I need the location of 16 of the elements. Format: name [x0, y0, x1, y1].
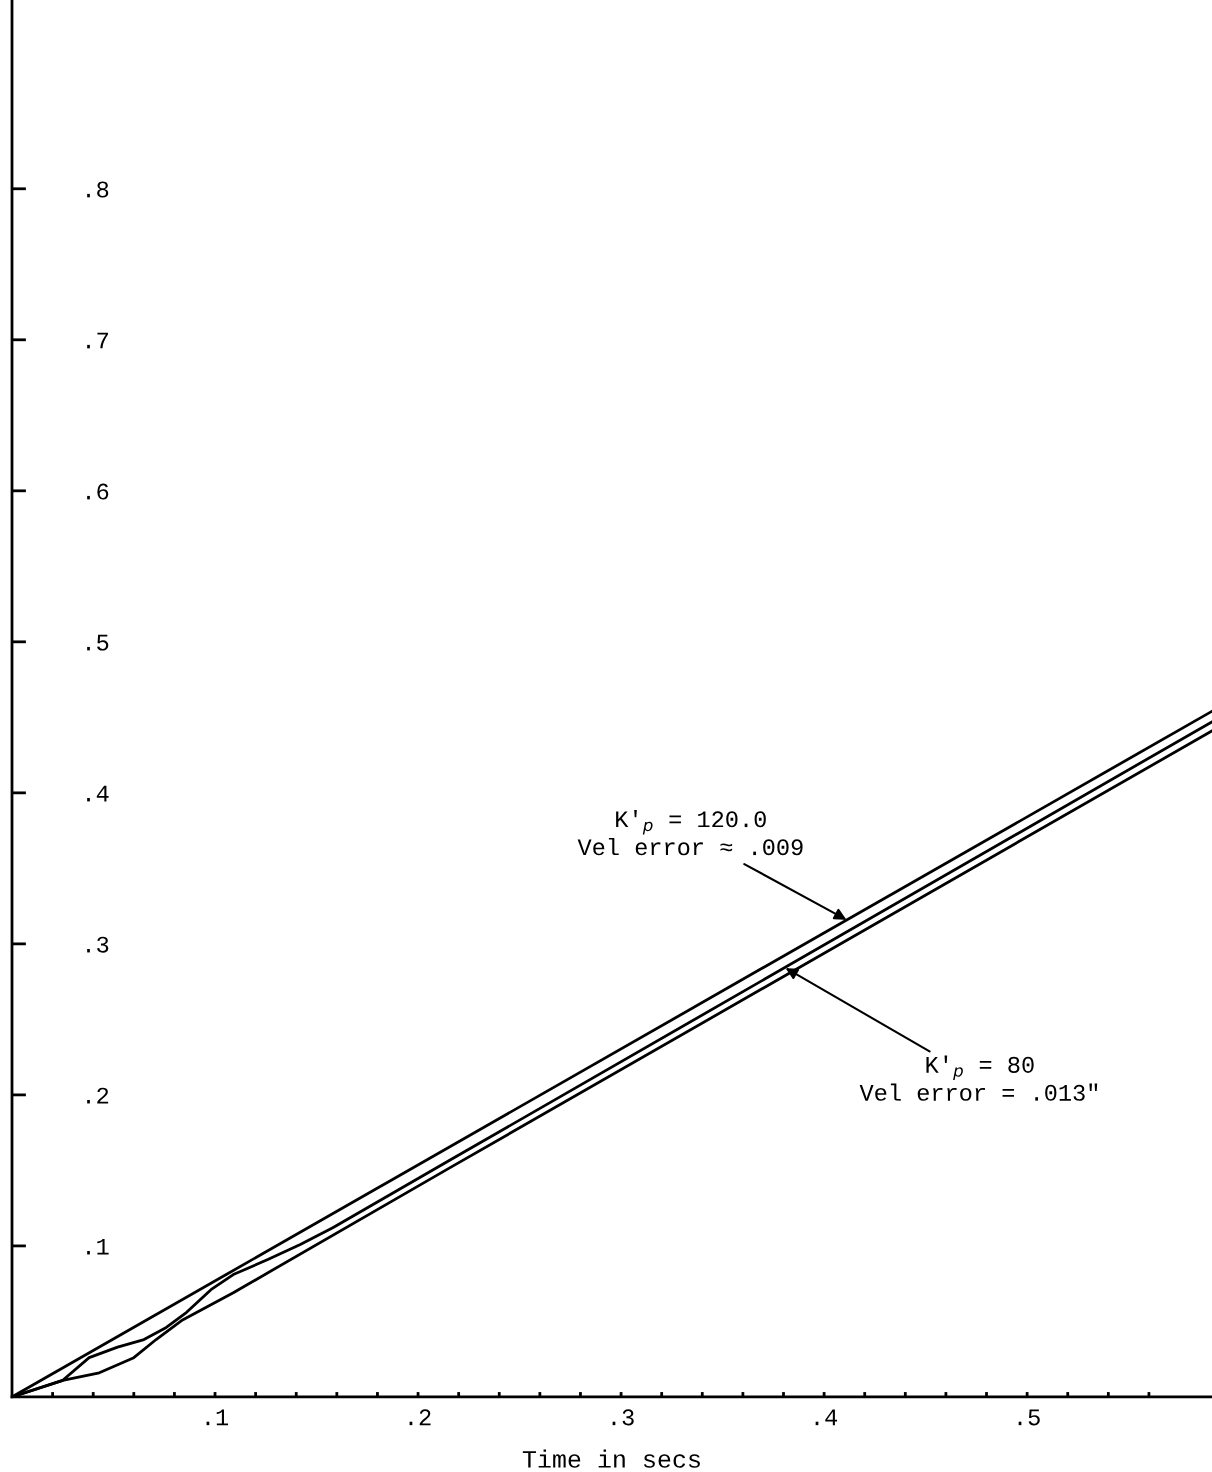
y-tick-label: .4: [87, 785, 109, 802]
x-tick-label: .4: [815, 1409, 838, 1426]
y-tick-label: .6: [87, 483, 109, 500]
annotation: K'$_{p}$ = 120.0 Vel error ≈ .009: [577, 809, 803, 856]
annotation: K'$_{p}$ = 80 Vel error = .013": [859, 1055, 1098, 1101]
x-tick-label: .5: [1018, 1409, 1040, 1426]
y-tick-label: .2: [87, 1087, 109, 1104]
y-tick-label: .7: [87, 332, 108, 349]
y-tick-label: .3: [87, 936, 109, 953]
x-tick-label: .3: [612, 1409, 634, 1426]
y-tick-label: .1: [87, 1238, 109, 1255]
x-tick-label: .2: [409, 1409, 431, 1426]
y-tick-label: .8: [87, 181, 109, 198]
y-tick-label: .5: [87, 634, 109, 651]
x-tick-label: .1: [206, 1409, 229, 1426]
x-axis-title: Time in secs: [522, 1449, 700, 1468]
